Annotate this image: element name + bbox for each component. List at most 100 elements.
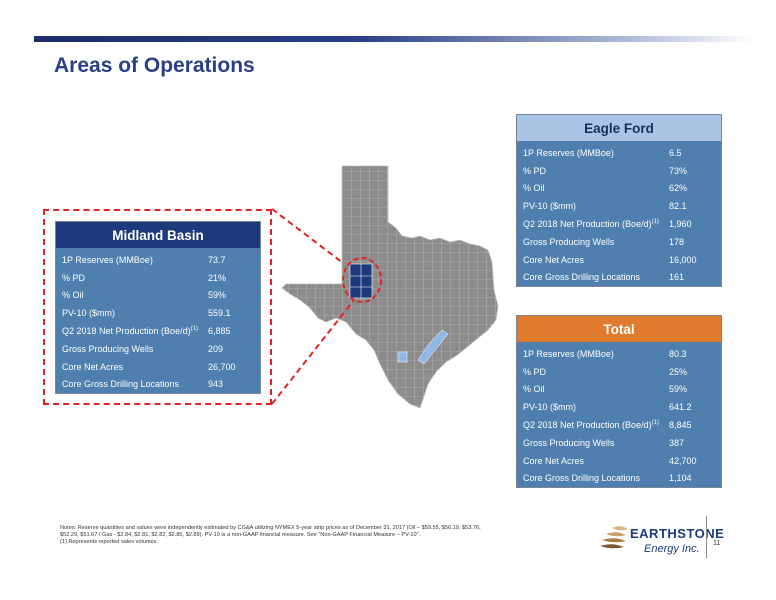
row-value: 21% — [208, 272, 227, 283]
midland-basin-table: Midland Basin 1P Reserves (MMBoe) 73.7 % … — [55, 221, 261, 395]
logo-name: EARTHSTONE — [630, 526, 725, 541]
table-row: Q2 2018 Net Production (Boe/d)(1) 6,885 — [56, 322, 260, 340]
row-label: Core Net Acres — [523, 254, 585, 265]
total-header: Total — [517, 316, 721, 342]
row-label: Core Gross Drilling Locations — [523, 473, 641, 484]
row-label: 1P Reserves (MMBoe) — [523, 348, 614, 359]
row-value: 641.2 — [669, 402, 692, 413]
row-label: 1P Reserves (MMBoe) — [62, 254, 153, 265]
table-row: Core Gross Drilling Locations 161 — [517, 269, 721, 287]
row-label: Core Gross Drilling Locations — [523, 272, 641, 283]
row-value: 559.1 — [208, 308, 231, 319]
row-label: % Oil — [523, 183, 545, 194]
eagle-ford-county-west — [397, 351, 408, 363]
row-label: % PD — [523, 366, 547, 377]
footnote-marker: (1) — [651, 420, 659, 427]
table-row: Core Net Acres 16,000 — [517, 251, 721, 269]
row-label: % PD — [62, 272, 86, 283]
row-label: Core Net Acres — [523, 455, 585, 466]
midland-body: 1P Reserves (MMBoe) 73.7 % PD 21% % Oil 59%… — [56, 248, 260, 394]
row-value: 82.1 — [669, 201, 687, 212]
table-row: 1P Reserves (MMBoe) 80.3 — [517, 345, 721, 363]
row-value: 59% — [208, 290, 227, 301]
eagle-ford-header: Eagle Ford — [517, 115, 721, 141]
note-line: Notes: Reserve quantities and values wer… — [60, 525, 481, 531]
eagle-ford-table: Eagle Ford 1P Reserves (MMBoe) 6.5 % PD 73… — [516, 114, 722, 288]
row-value: 6,885 — [208, 326, 231, 337]
table-row: 1P Reserves (MMBoe) 73.7 — [56, 251, 260, 269]
row-value: 62% — [669, 183, 688, 194]
page-number: 11 — [713, 540, 721, 547]
table-row: PV-10 ($mm) 559.1 — [56, 304, 260, 322]
row-label: PV-10 ($mm) — [62, 308, 116, 319]
eagle-ford-counties — [417, 329, 449, 365]
row-value: 73.7 — [208, 254, 226, 265]
table-row: Core Net Acres 26,700 — [56, 358, 260, 376]
total-body: 1P Reserves (MMBoe) 80.3 % PD 25% % Oil 59%… — [517, 342, 721, 488]
row-value: 25% — [669, 366, 688, 377]
connector-bottom — [271, 299, 355, 405]
midland-header: Midland Basin — [56, 222, 260, 248]
table-row: % Oil 62% — [517, 180, 721, 198]
row-value: 1,960 — [669, 219, 692, 230]
table-row: Gross Producing Wells 209 — [56, 340, 260, 358]
row-label: Gross Producing Wells — [62, 343, 154, 354]
footnote-marker: (1) — [190, 326, 198, 333]
texas-outline — [281, 165, 499, 409]
page-title: Areas of Operations — [54, 54, 255, 77]
row-value: 59% — [669, 384, 688, 395]
row-value: 161 — [669, 272, 685, 283]
row-value: 26,700 — [208, 361, 236, 372]
row-label: Q2 2018 Net Production (Boe/d)(1) — [62, 326, 198, 337]
row-label: PV-10 ($mm) — [523, 201, 577, 212]
table-row: PV-10 ($mm) 641.2 — [517, 398, 721, 416]
table-row: Core Gross Drilling Locations 943 — [56, 376, 260, 394]
table-row: PV-10 ($mm) 82.1 — [517, 197, 721, 215]
table-row: Gross Producing Wells 178 — [517, 233, 721, 251]
row-label: Q2 2018 Net Production (Boe/d)(1) — [523, 219, 659, 230]
midland-highlight-box — [43, 209, 272, 405]
note-line: (1) Represents reported sales volumes. — [60, 539, 158, 545]
row-label: % PD — [523, 165, 547, 176]
header-bar — [34, 36, 754, 42]
divider — [706, 516, 707, 558]
table-row: Core Net Acres 42,700 — [517, 452, 721, 470]
row-label: Gross Producing Wells — [523, 236, 615, 247]
total-table: Total 1P Reserves (MMBoe) 80.3 % PD 25% % … — [516, 315, 722, 489]
row-label: % Oil — [62, 290, 84, 301]
earthstone-logo-icon — [600, 526, 628, 549]
table-row: Core Gross Drilling Locations 1,104 — [517, 470, 721, 488]
row-label: Core Gross Drilling Locations — [62, 379, 180, 390]
table-row: Gross Producing Wells 387 — [517, 434, 721, 452]
row-value: 80.3 — [669, 348, 687, 359]
table-row: Q2 2018 Net Production (Boe/d)(1) 1,960 — [517, 215, 721, 233]
row-value: 387 — [669, 437, 685, 448]
footnotes: Notes: Reserve quantities and values wer… — [60, 525, 540, 546]
table-row: % Oil 59% — [517, 381, 721, 399]
row-value: 42,700 — [669, 455, 697, 466]
table-row: Q2 2018 Net Production (Boe/d)(1) 8,845 — [517, 416, 721, 434]
row-value: 16,000 — [669, 254, 697, 265]
note-line: $52.29, $51.67 / Gas - $2.84, $2.81, $2.… — [60, 532, 421, 538]
row-value: 178 — [669, 236, 685, 247]
row-label: 1P Reserves (MMBoe) — [523, 147, 614, 158]
row-value: 209 — [208, 343, 224, 354]
connector-top — [271, 208, 344, 264]
row-label: PV-10 ($mm) — [523, 402, 577, 413]
eagle-ford-body: 1P Reserves (MMBoe) 6.5 % PD 73% % Oil 62% … — [517, 141, 721, 287]
logo-tagline: Energy Inc. — [644, 543, 700, 555]
row-label: % Oil — [523, 384, 545, 395]
table-row: % Oil 59% — [56, 287, 260, 305]
row-value: 73% — [669, 165, 688, 176]
row-label: Core Net Acres — [62, 361, 124, 372]
row-label: Q2 2018 Net Production (Boe/d)(1) — [523, 420, 659, 431]
row-value: 1,104 — [669, 473, 692, 484]
row-value: 943 — [208, 379, 224, 390]
table-row: % PD 21% — [56, 269, 260, 287]
midland-circle — [342, 257, 382, 303]
footnote-marker: (1) — [651, 219, 659, 226]
row-value: 6.5 — [669, 147, 682, 158]
row-value: 8,845 — [669, 420, 692, 431]
table-row: 1P Reserves (MMBoe) 6.5 — [517, 144, 721, 162]
row-label: Gross Producing Wells — [523, 437, 615, 448]
